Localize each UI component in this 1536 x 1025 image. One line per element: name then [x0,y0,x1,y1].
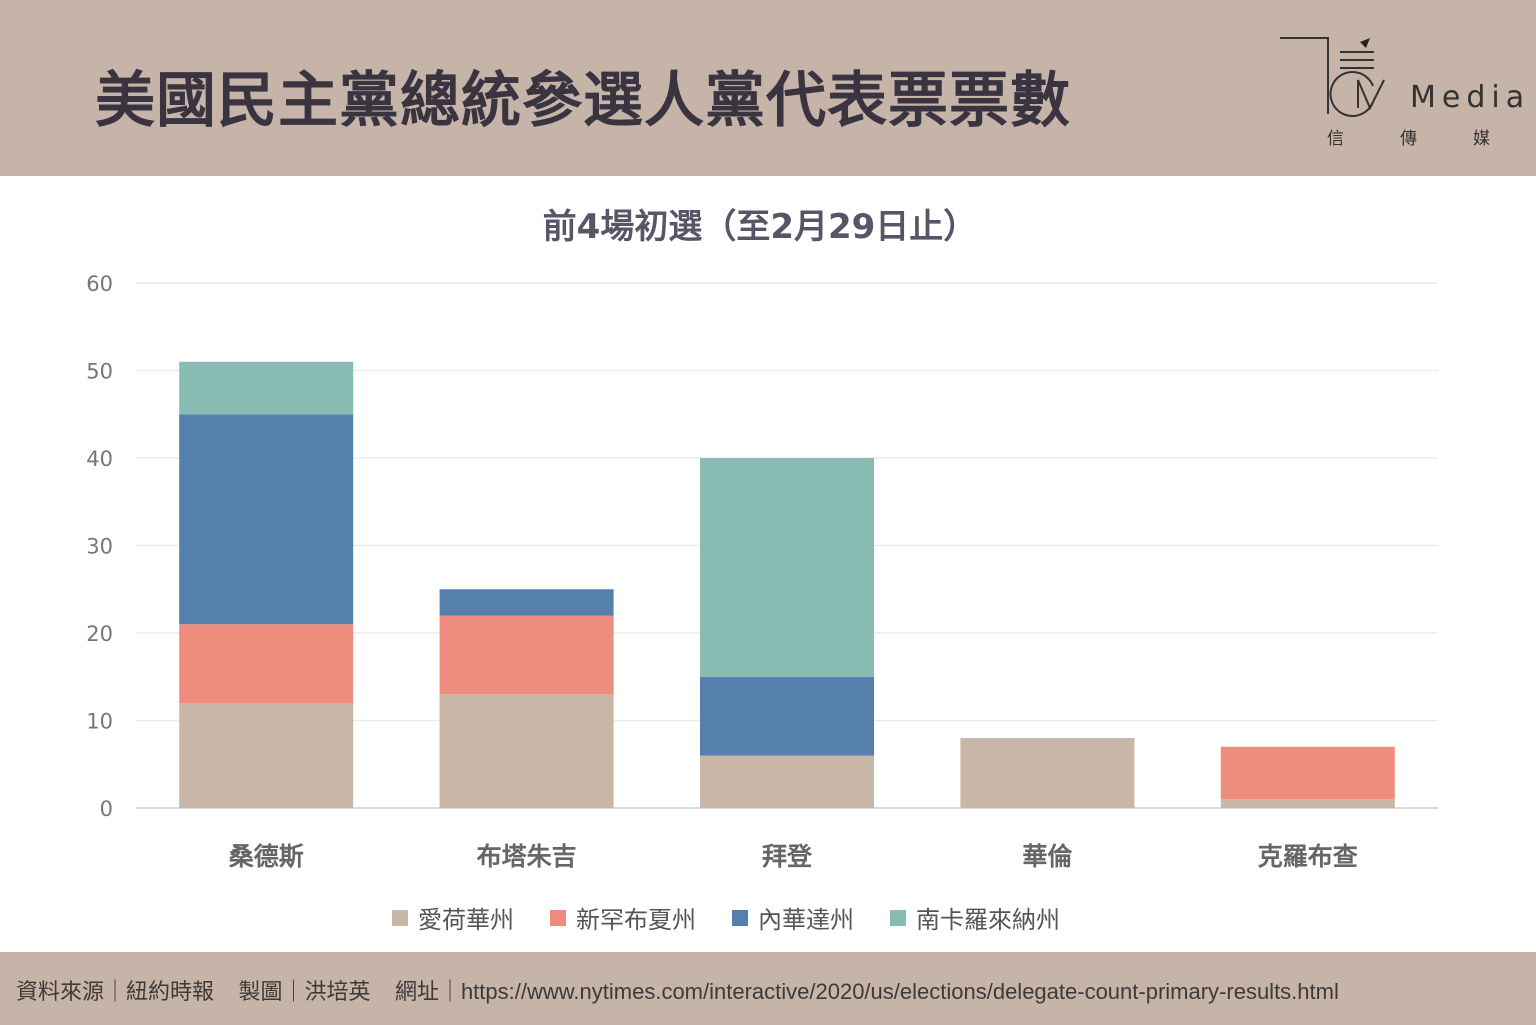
y-tick-label: 60 [86,272,113,296]
bar-segment [179,703,354,808]
maker-credit: 製圖｜洪培英 [238,979,371,1004]
legend-item: 內華達州 [732,900,854,935]
legend-item: 愛荷華州 [392,900,514,935]
chart-legend: 愛荷華州 新罕布夏州 內華達州 南卡羅來納州 [392,900,1060,935]
bar-segment [700,676,874,756]
footer-banner: 資料來源｜紐約時報 製圖｜洪培英 網址｜https://www.nytimes.… [0,952,1536,1025]
bar-segment [1220,746,1395,800]
logo-text: Media [1410,80,1531,115]
bar-segment [179,624,354,703]
legend-swatch [890,909,906,926]
legend-label: 新罕布夏州 [576,906,696,934]
stacked-bar-chart: 前4場初選（至2月29日止） 0 10 20 30 40 50 60 桑德斯 布塔朱吉 拜登 華倫 克… [86,207,1438,871]
bar-segment [700,755,874,808]
x-tick-label: 克羅布查 [1258,842,1358,871]
y-tick-label: 30 [86,535,113,559]
x-tick-label: 拜登 [762,842,813,871]
x-tick-label: 桑德斯 [229,842,304,871]
x-tick-label: 布塔朱吉 [477,842,577,871]
x-tick-label: 華倫 [1022,842,1073,871]
legend-item: 南卡羅來納州 [890,900,1060,935]
legend-swatch [392,909,408,926]
y-tick-label: 40 [86,447,113,471]
y-tick-label: 50 [86,360,113,384]
bar-segment [439,615,614,695]
bar-segment [179,414,354,625]
bar-segment [439,589,614,616]
bar-segment [1220,799,1395,808]
bar-segment [179,361,354,415]
bar-segment [960,738,1135,808]
url-credit: 網址｜https://www.nytimes.com/interactive/2… [394,979,1339,1004]
legend-label: 愛荷華州 [418,906,514,934]
legend-label: 南卡羅來納州 [916,906,1060,934]
logo-sub-3: 媒 [1473,129,1490,149]
legend-label: 內華達州 [758,906,854,934]
legend-swatch [550,909,566,926]
page-title: 美國民主黨總統參選人黨代表票票數 [95,66,1071,136]
chart-title: 前4場初選（至2月29日止） [543,207,978,247]
header-banner: 美國民主黨總統參選人黨代表票票數 Media 信 傳 媒 [0,0,1536,176]
legend-swatch [732,909,748,926]
legend-item: 新罕布夏州 [550,900,696,935]
y-tick-label: 0 [100,797,113,821]
media-logo [1280,37,1385,117]
bar-segment [700,458,874,677]
y-tick-label: 20 [86,622,113,646]
bar-segment [439,694,614,808]
logo-sub-1: 信 [1327,129,1344,149]
source-credit: 資料來源｜紐約時報 [16,979,215,1004]
logo-sub-2: 傳 [1400,129,1417,149]
y-tick-label: 10 [86,710,113,734]
